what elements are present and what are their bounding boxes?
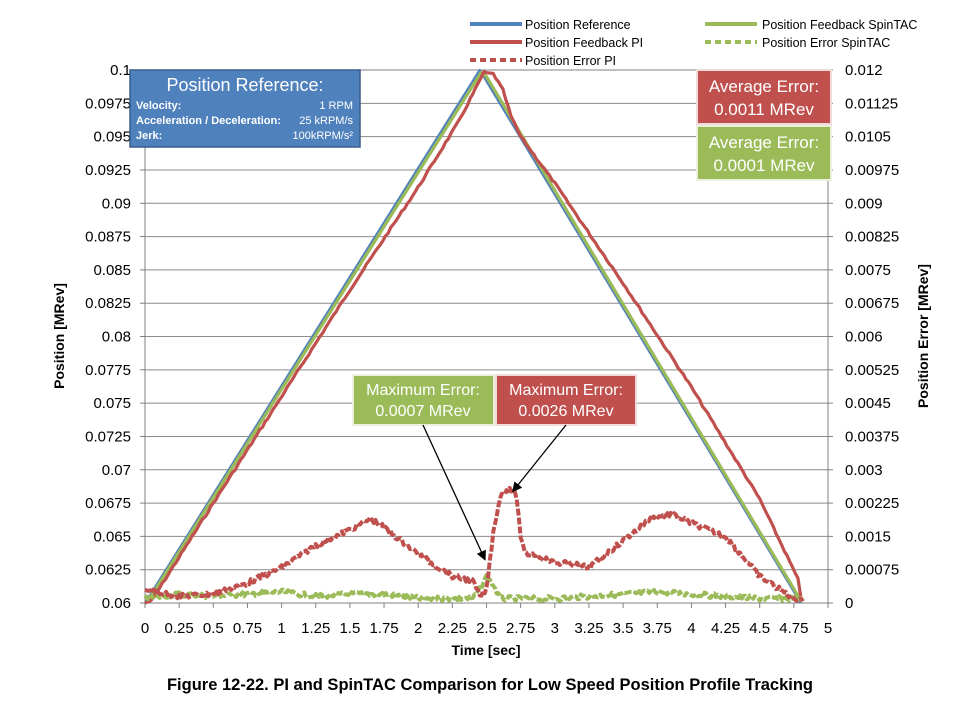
- y-tick-label: 0.1: [110, 62, 131, 79]
- reference-row-label: Acceleration / Deceleration:: [136, 115, 281, 127]
- x-axis-title: Time [sec]: [452, 642, 521, 658]
- x-tick-label: 5: [824, 620, 832, 637]
- y2-tick-label: 0.009: [845, 195, 883, 212]
- y-tick-label: 0.0675: [85, 495, 131, 512]
- x-tick-label: 4.25: [711, 620, 740, 637]
- figure-caption: Figure 12-22. PI and SpinTAC Comparison …: [167, 676, 813, 694]
- x-tick-label: 4: [687, 620, 695, 637]
- maximum-error-pi-arrow: [512, 424, 567, 493]
- x-tick-label: 4.5: [749, 620, 770, 637]
- legend-label-spintac-error: Position Error SpinTAC: [762, 36, 890, 50]
- series-line-position-feedback-pi: [144, 70, 803, 605]
- reference-info-box: Position Reference: Velocity: 1 RPM Acce…: [129, 69, 361, 148]
- y2-tick-label: 0.00225: [845, 495, 899, 512]
- legend: Position Reference Position Feedback PI …: [470, 18, 917, 68]
- y2-tick-label: 0.00825: [845, 229, 899, 246]
- y-axis-ticks: 0.06 0.0625 0.065 0.0675 0.07 0.0725 0.075 0.07…: [85, 62, 145, 612]
- average-error-pi-value: 0.0011 MRev: [714, 100, 814, 119]
- y2-tick-label: 0.012: [845, 62, 883, 79]
- reference-row-value: 25 kRPM/s: [299, 115, 353, 127]
- x-tick-label: 3.25: [574, 620, 603, 637]
- average-error-pi-label: Average Error:: [709, 77, 819, 96]
- y-tick-label: 0.075: [93, 395, 131, 412]
- y2-tick-label: 0.0045: [845, 395, 891, 412]
- y-tick-label: 0.095: [93, 129, 131, 146]
- y2-tick-label: 0.0015: [845, 528, 891, 545]
- y2-tick-label: 0.00675: [845, 295, 899, 312]
- average-error-spintac-box: Average Error: 0.0001 MRev: [696, 125, 832, 181]
- x-tick-label: 3.5: [613, 620, 634, 637]
- maximum-error-spintac-value: 0.0007 MRev: [375, 403, 470, 420]
- x-tick-label: 2.75: [506, 620, 535, 637]
- x-tick-label: 0.5: [203, 620, 224, 637]
- x-tick-label: 0: [141, 620, 149, 637]
- x-tick-label: 1.5: [339, 620, 360, 637]
- x-tick-label: 2.5: [476, 620, 497, 637]
- reference-row-label: Jerk:: [136, 130, 162, 142]
- maximum-error-pi-label: Maximum Error:: [509, 382, 623, 399]
- y-tick-label: 0.0775: [85, 362, 131, 379]
- reference-row-label: Velocity:: [136, 100, 181, 112]
- reference-box-title: Position Reference:: [166, 75, 323, 95]
- series-line-position-error-pi: [144, 485, 805, 603]
- maximum-error-spintac-arrow: [422, 424, 486, 561]
- x-tick-label: 1.25: [301, 620, 330, 637]
- legend-label-pi-feedback: Position Feedback PI: [525, 36, 643, 50]
- x-tick-label: 3: [551, 620, 559, 637]
- legend-label-spintac-feedback: Position Feedback SpinTAC: [762, 18, 917, 32]
- y2-tick-label: 0.01125: [845, 95, 898, 112]
- average-error-spintac-value: 0.0001 MRev: [713, 156, 815, 175]
- y2-tick-label: 0.006: [845, 329, 883, 346]
- y-tick-label: 0.0875: [85, 229, 131, 246]
- series-line-position-error-spintac: [143, 573, 806, 604]
- y-tick-label: 0.07: [102, 462, 131, 479]
- y-tick-label: 0.0975: [85, 95, 131, 112]
- y-tick-label: 0.0825: [85, 295, 131, 312]
- y2-tick-label: 0: [845, 595, 853, 612]
- x-tick-label: 1: [277, 620, 285, 637]
- x-tick-label: 0.25: [165, 620, 194, 637]
- y2-tick-label: 0.0105: [845, 129, 891, 146]
- maximum-error-spintac-box: Maximum Error: 0.0007 MRev: [352, 374, 495, 426]
- y-tick-label: 0.09: [102, 195, 131, 212]
- y-tick-label: 0.0725: [85, 428, 131, 445]
- y2-tick-label: 0.0075: [845, 262, 891, 279]
- average-error-pi-box: Average Error: 0.0011 MRev: [696, 69, 832, 125]
- x-tick-label: 1.75: [369, 620, 398, 637]
- legend-label-reference: Position Reference: [525, 18, 631, 32]
- y-tick-label: 0.0925: [85, 162, 131, 179]
- y2-tick-label: 0.00975: [845, 162, 899, 179]
- y2-tick-label: 0.00075: [845, 562, 899, 579]
- maximum-error-spintac-label: Maximum Error:: [366, 382, 480, 399]
- y-tick-label: 0.06: [102, 595, 131, 612]
- x-tick-label: 2: [414, 620, 422, 637]
- series-line-position-reference: [144, 68, 802, 604]
- legend-label-pi-error: Position Error PI: [525, 54, 616, 68]
- maximum-error-pi-box: Maximum Error: 0.0026 MRev: [495, 374, 637, 426]
- y-tick-label: 0.0625: [85, 562, 131, 579]
- series-lines: [143, 68, 806, 605]
- y2-axis-title: Position Error [MRev]: [915, 264, 931, 408]
- y-tick-label: 0.08: [102, 329, 131, 346]
- x-axis-ticks: 0 0.25 0.5 0.75 1 1.25 1.5 1.75 2 2.25 2.5 2.75 3 3.2…: [141, 603, 832, 637]
- y2-tick-label: 0.00525: [845, 362, 899, 379]
- y-axis-title: Position [MRev]: [51, 283, 67, 389]
- x-tick-label: 3.75: [643, 620, 672, 637]
- y-tick-label: 0.065: [93, 528, 131, 545]
- maximum-error-pi-value: 0.0026 MRev: [518, 403, 613, 420]
- y2-tick-label: 0.003: [845, 462, 883, 479]
- y-tick-label: 0.085: [93, 262, 131, 279]
- reference-row-value: 100kRPM/s²: [292, 130, 353, 142]
- y2-axis-ticks: 0 0.00075 0.0015 0.00225 0.003 0.00375 0.0045 0…: [828, 62, 899, 612]
- x-tick-label: 2.25: [438, 620, 467, 637]
- average-error-spintac-label: Average Error:: [709, 133, 819, 152]
- y2-tick-label: 0.00375: [845, 428, 899, 445]
- reference-row-value: 1 RPM: [319, 100, 353, 112]
- x-tick-label: 0.75: [233, 620, 262, 637]
- x-tick-label: 4.75: [779, 620, 808, 637]
